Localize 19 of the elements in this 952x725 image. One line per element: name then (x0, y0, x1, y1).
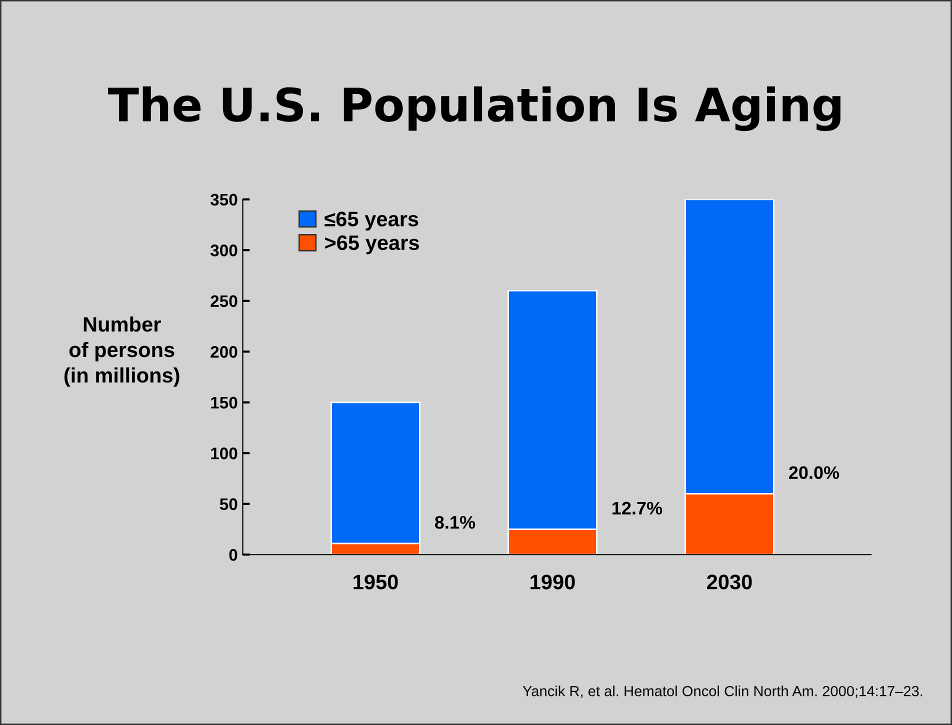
x-tick-label: 1950 (354, 574, 398, 590)
y-tick-label: 250 (210, 295, 238, 308)
annotation: 20.0% (789, 466, 840, 480)
y-tick-label: 350 (210, 194, 238, 206)
y-tick-label: 300 (210, 244, 238, 256)
y-tick-label: 150 (211, 396, 238, 409)
text: Yancik R, et al. Hematol Oncol Clin North Am. 2000;14:17–23. (522, 686, 922, 698)
annotation: 12.7% (612, 502, 662, 515)
legend-label: >65 years (325, 235, 419, 254)
x-tick-label: 2030 (707, 574, 752, 590)
y-axis-title: Number of persons (in millions) (64, 316, 180, 387)
y-tick-label: 200 (210, 346, 238, 358)
annotation: 8.1% (434, 516, 476, 529)
y-tick-label: 100 (211, 448, 238, 460)
y-tick-label: 50 (220, 498, 238, 510)
chart-title: The U.S. Population Is Aging (108, 86, 840, 132)
y-tick-label: 0 (229, 549, 238, 561)
legend-label: ≤65 years (324, 212, 418, 231)
x-tick-label: 1990 (530, 574, 575, 590)
